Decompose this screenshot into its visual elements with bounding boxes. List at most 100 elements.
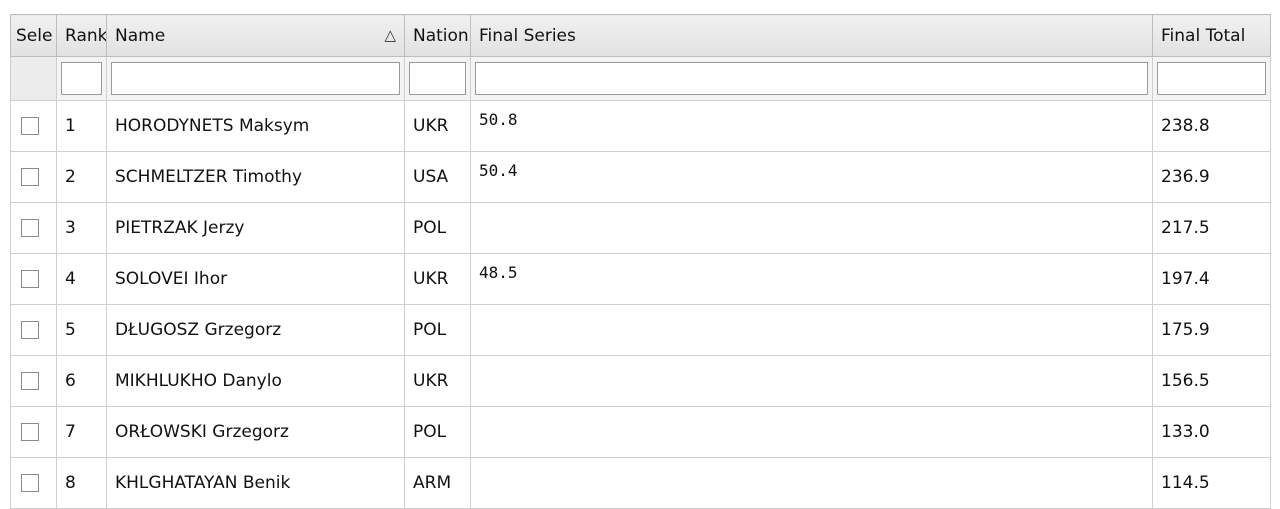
- nation: POL: [413, 218, 447, 238]
- name-cell: ORŁOWSKI Grzegorz: [106, 406, 405, 458]
- final-series-cell: [470, 355, 1153, 407]
- data-row: 2 SCHMELTZER Timothy USA 50.4 236.9: [10, 151, 1271, 203]
- final-total-cell: 133.0: [1152, 406, 1271, 458]
- column-header[interactable]: Nation: [404, 14, 471, 57]
- rank: 6: [65, 371, 76, 391]
- final-series-cell: [470, 304, 1153, 356]
- nation: POL: [413, 320, 447, 340]
- final-total: 114.5: [1161, 473, 1210, 493]
- row-checkbox[interactable]: [21, 117, 39, 135]
- nation: POL: [413, 422, 447, 442]
- final-total: 133.0: [1161, 422, 1210, 442]
- select-cell: [10, 253, 57, 305]
- page: Sele Rank Name △ Nation Final Series Fina…: [10, 14, 1271, 509]
- header-row: Sele Rank Name △ Nation Final Series Fina…: [10, 14, 1271, 57]
- row-checkbox[interactable]: [21, 321, 39, 339]
- rank-cell: 8: [56, 457, 107, 509]
- data-row: 4 SOLOVEI Ihor UKR 48.5 197.4: [10, 253, 1271, 305]
- data-row: 8 KHLGHATAYAN Benik ARM 114.5: [10, 457, 1271, 509]
- row-checkbox[interactable]: [21, 423, 39, 441]
- rank-cell: 6: [56, 355, 107, 407]
- rank: 8: [65, 473, 76, 493]
- nation-cell: UKR: [404, 355, 471, 407]
- filter-input[interactable]: [475, 62, 1148, 95]
- header-text: Final Series: [479, 25, 576, 46]
- name: SOLOVEI Ihor: [115, 269, 228, 289]
- rank: 2: [65, 167, 76, 187]
- header-text: Rank: [65, 25, 107, 46]
- rank-cell: 1: [56, 100, 107, 152]
- header-text: Nation: [413, 25, 469, 46]
- name-cell: DŁUGOSZ Grzegorz: [106, 304, 405, 356]
- filter-cell: [1152, 56, 1271, 101]
- final-series: 50.8: [479, 110, 518, 129]
- name: MIKHLUKHO Danylo: [115, 371, 282, 391]
- rank: 3: [65, 218, 76, 238]
- nation: USA: [413, 167, 449, 187]
- name-cell: PIETRZAK Jerzy: [106, 202, 405, 254]
- final-total: 236.9: [1161, 167, 1210, 187]
- rank: 4: [65, 269, 76, 289]
- filter-input[interactable]: [409, 62, 466, 95]
- final-total-cell: 236.9: [1152, 151, 1271, 203]
- select-cell: [10, 406, 57, 458]
- final-total-cell: 238.8: [1152, 100, 1271, 152]
- final-series-cell: 48.5: [470, 253, 1153, 305]
- name-cell: SCHMELTZER Timothy: [106, 151, 405, 203]
- data-row: 6 MIKHLUKHO Danylo UKR 156.5: [10, 355, 1271, 407]
- row-checkbox[interactable]: [21, 372, 39, 390]
- name-cell: HORODYNETS Maksym: [106, 100, 405, 152]
- final-total-cell: 156.5: [1152, 355, 1271, 407]
- data-row: 5 DŁUGOSZ Grzegorz POL 175.9: [10, 304, 1271, 356]
- name: SCHMELTZER Timothy: [115, 167, 303, 187]
- row-checkbox[interactable]: [21, 474, 39, 492]
- column-header[interactable]: Final Total: [1152, 14, 1271, 57]
- filter-input[interactable]: [1157, 62, 1266, 95]
- final-total: 217.5: [1161, 218, 1210, 238]
- final-total-cell: 175.9: [1152, 304, 1271, 356]
- nation: UKR: [413, 116, 449, 136]
- rank-cell: 7: [56, 406, 107, 458]
- rank-cell: 5: [56, 304, 107, 356]
- header-text: Name: [115, 25, 166, 46]
- sort-icon: △: [384, 25, 396, 44]
- name: KHLGHATAYAN Benik: [115, 473, 291, 493]
- nation-cell: USA: [404, 151, 471, 203]
- select-cell: [10, 151, 57, 203]
- name-cell: SOLOVEI Ihor: [106, 253, 405, 305]
- filter-cell: [404, 56, 471, 101]
- filter-row: [10, 56, 1271, 101]
- rank: 7: [65, 422, 76, 442]
- final-series-cell: 50.8: [470, 100, 1153, 152]
- column-header[interactable]: Final Series: [470, 14, 1153, 57]
- final-series-cell: [470, 457, 1153, 509]
- final-total: 238.8: [1161, 116, 1210, 136]
- grid-body: 1 HORODYNETS Maksym UKR 50.8 238.8 2 SCHMELTZE…: [10, 100, 1271, 509]
- rank: 5: [65, 320, 76, 340]
- filter-cell: [106, 56, 405, 101]
- final-total-cell: 114.5: [1152, 457, 1271, 509]
- select-cell: [10, 100, 57, 152]
- final-total: 175.9: [1161, 320, 1210, 340]
- row-checkbox[interactable]: [21, 219, 39, 237]
- column-header[interactable]: Sele: [10, 14, 57, 57]
- nation-cell: UKR: [404, 100, 471, 152]
- row-checkbox[interactable]: [21, 270, 39, 288]
- final-total: 197.4: [1161, 269, 1210, 289]
- column-header[interactable]: Rank: [56, 14, 107, 57]
- select-cell: [10, 202, 57, 254]
- nation: UKR: [413, 269, 449, 289]
- filter-input[interactable]: [61, 62, 102, 95]
- header-text: Sele: [16, 25, 53, 46]
- data-row: 3 PIETRZAK Jerzy POL 217.5: [10, 202, 1271, 254]
- rank: 1: [65, 116, 76, 136]
- row-checkbox[interactable]: [21, 168, 39, 186]
- name: DŁUGOSZ Grzegorz: [115, 320, 282, 340]
- nation-cell: ARM: [404, 457, 471, 509]
- select-cell: [10, 457, 57, 509]
- filter-input[interactable]: [111, 62, 400, 95]
- name-cell: MIKHLUKHO Danylo: [106, 355, 405, 407]
- column-header[interactable]: Name △: [106, 14, 405, 57]
- final-total: 156.5: [1161, 371, 1210, 391]
- filter-cell: [10, 56, 57, 101]
